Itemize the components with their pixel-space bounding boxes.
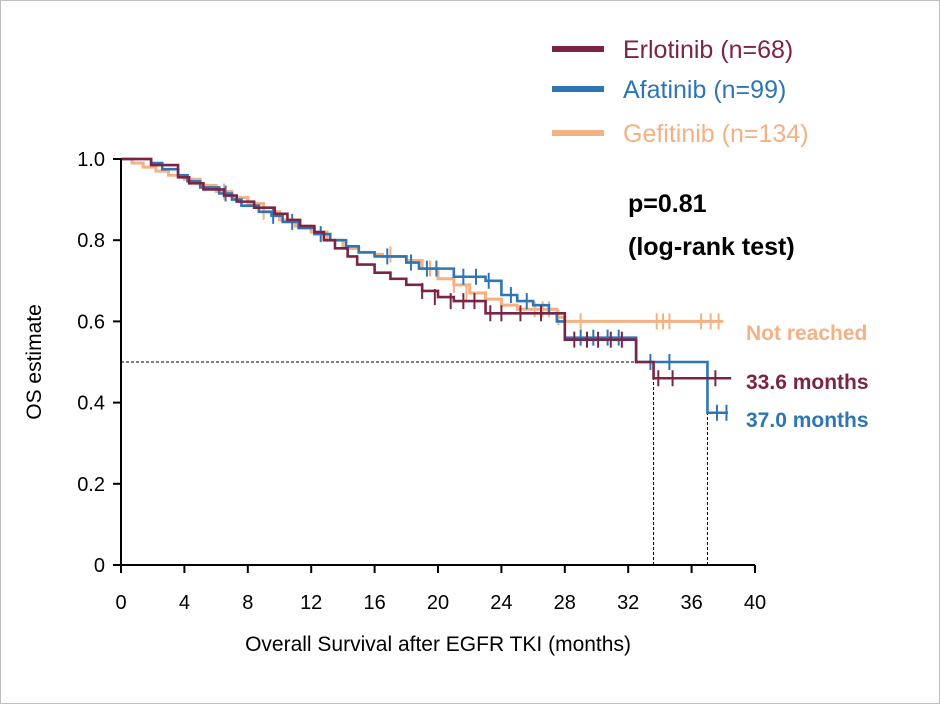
x-tick-label: 24 <box>490 592 512 614</box>
median-reference-lines <box>121 361 708 565</box>
x-tick-label: 40 <box>744 592 766 614</box>
legend-label: Erlotinib (n=68) <box>623 36 793 64</box>
x-tick-label: 4 <box>179 592 190 614</box>
x-tick-label: 28 <box>554 592 576 614</box>
legend-label: Afatinib (n=99) <box>623 76 786 104</box>
y-tick-label: 0.2 <box>77 474 105 496</box>
median-label: 33.6 months <box>746 371 869 394</box>
x-tick-label: 12 <box>300 592 322 614</box>
x-axis-label: Overall Survival after EGFR TKI (months) <box>245 633 631 656</box>
p-value-annotation: p=0.81 <box>628 190 707 218</box>
x-tick-label: 8 <box>242 592 253 614</box>
legend: Erlotinib (n=68) Afatinib (n=99) Gefitinib… <box>552 36 809 148</box>
x-tick-label: 36 <box>680 592 702 614</box>
x-tick-label: 0 <box>115 592 126 614</box>
y-ticks: 0 0.2 0.4 0.6 0.8 1.0 <box>77 149 121 577</box>
y-tick-label: 1.0 <box>77 149 105 171</box>
y-axis-label: OS estimate <box>23 304 46 420</box>
y-tick-label: 0.8 <box>77 230 105 252</box>
y-tick-label: 0.6 <box>77 311 105 333</box>
y-tick-label: 0.4 <box>77 393 105 415</box>
test-name-annotation: (log-rank test) <box>628 233 795 261</box>
y-tick-label: 0 <box>94 555 105 577</box>
x-tick-label: 20 <box>427 592 449 614</box>
survival-curves <box>121 157 732 421</box>
x-ticks: 0 4 8 12 16 20 24 28 32 36 40 <box>115 565 766 614</box>
x-tick-label: 16 <box>363 592 385 614</box>
km-curve-series-0 <box>121 157 732 380</box>
x-tick-label: 32 <box>617 592 639 614</box>
median-label: 37.0 months <box>746 409 869 432</box>
median-label: Not reached <box>746 322 867 345</box>
median-labels: 33.6 months 37.0 months Not reached <box>746 322 869 432</box>
legend-label: Gefitinib (n=134) <box>623 120 809 148</box>
